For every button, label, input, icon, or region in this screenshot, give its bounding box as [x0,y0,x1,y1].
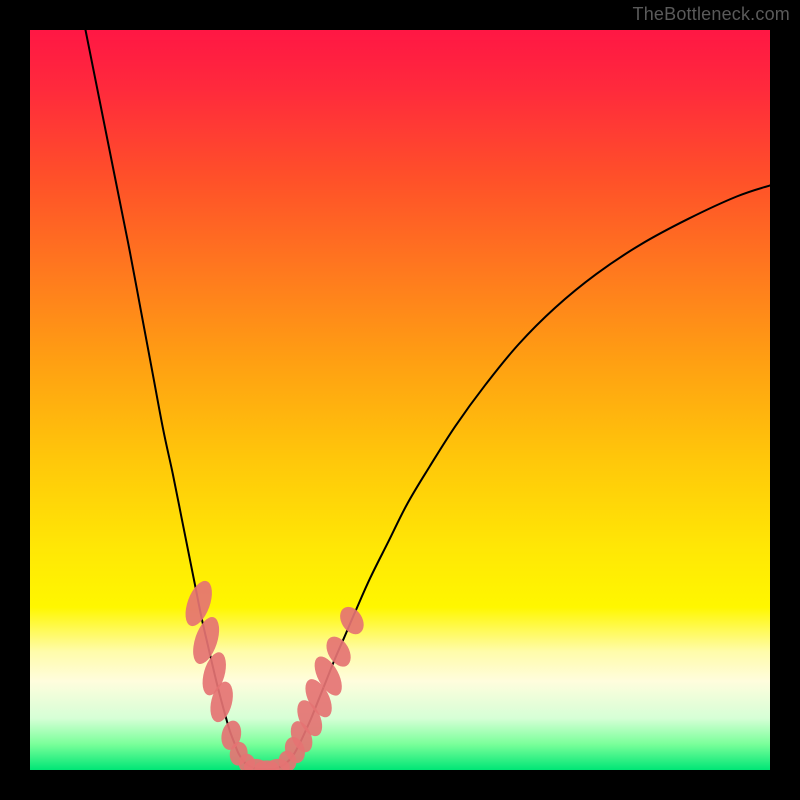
curve-overlay [30,30,770,770]
watermark-text: TheBottleneck.com [633,4,790,25]
chart-root: TheBottleneck.com [0,0,800,800]
bottleneck-curve-right [289,185,770,760]
marker-right-7 [335,602,368,638]
plot-area [30,30,770,770]
